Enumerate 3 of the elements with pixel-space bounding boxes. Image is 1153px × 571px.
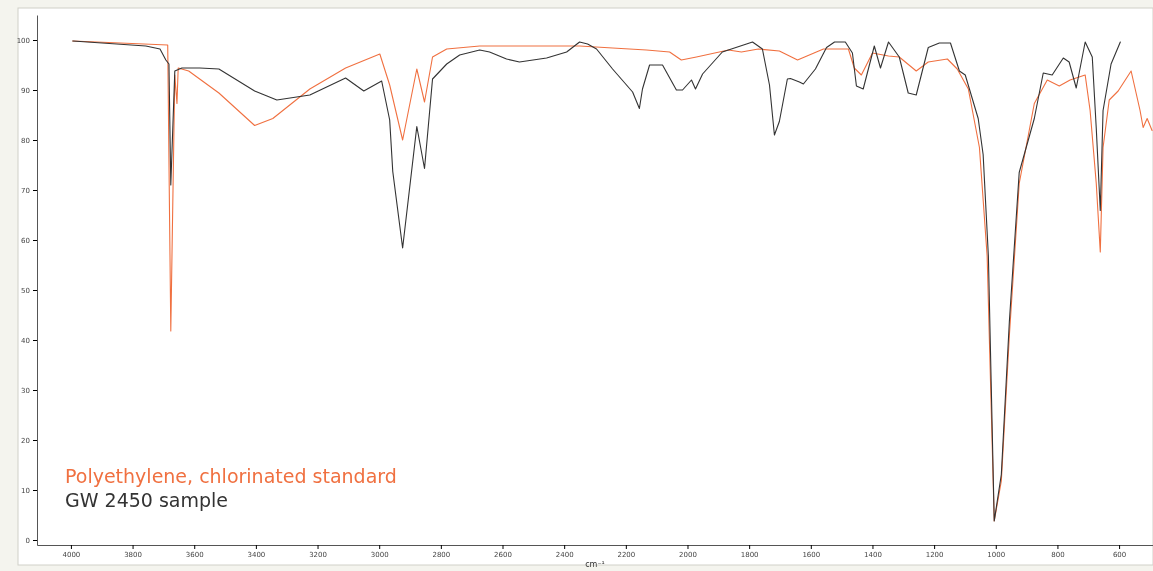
- text: Polyethylene, chlorinated standard: [65, 465, 397, 487]
- text: GW 2450 sample: [65, 489, 229, 511]
- x-axis-title: cm⁻¹: [585, 560, 605, 569]
